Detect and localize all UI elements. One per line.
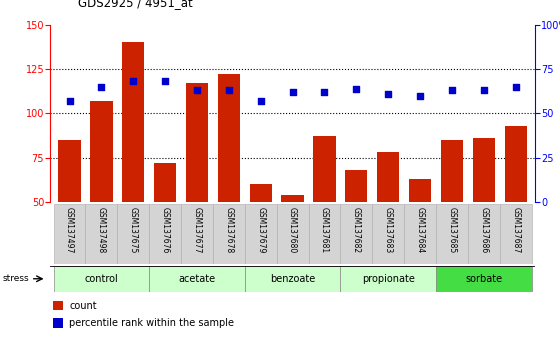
Point [479, 87, 488, 93]
Bar [345, 170, 367, 202]
Bar [245, 266, 340, 292]
Bar [218, 74, 240, 202]
Bar [313, 136, 335, 202]
Text: count: count [69, 301, 97, 310]
Bar [250, 184, 272, 202]
Bar [340, 266, 436, 292]
Text: GSM137678: GSM137678 [225, 206, 234, 253]
Point [511, 84, 520, 90]
Text: GSM137681: GSM137681 [320, 206, 329, 253]
Text: GSM137677: GSM137677 [193, 206, 202, 253]
Text: propionate: propionate [362, 274, 414, 284]
Bar [58, 140, 81, 202]
Point [193, 87, 202, 93]
Bar [277, 204, 309, 264]
Text: GSM137682: GSM137682 [352, 206, 361, 253]
Bar [53, 301, 63, 310]
Point [416, 93, 424, 98]
Text: GSM137686: GSM137686 [479, 206, 488, 253]
Text: GSM137497: GSM137497 [65, 206, 74, 253]
Bar [54, 266, 149, 292]
Bar [245, 204, 277, 264]
Bar [404, 204, 436, 264]
Bar [436, 204, 468, 264]
Point [161, 79, 170, 84]
Text: GSM137685: GSM137685 [447, 206, 456, 253]
Bar [86, 204, 118, 264]
Bar [122, 42, 144, 202]
Bar [505, 126, 527, 202]
Bar [372, 204, 404, 264]
Bar [473, 138, 495, 202]
Text: acetate: acetate [179, 274, 216, 284]
Bar [54, 204, 86, 264]
Text: GSM137684: GSM137684 [416, 206, 424, 253]
Bar [377, 152, 399, 202]
Bar [213, 204, 245, 264]
Text: stress: stress [3, 274, 30, 283]
Text: sorbate: sorbate [465, 274, 502, 284]
Text: benzoate: benzoate [270, 274, 315, 284]
Point [65, 98, 74, 104]
Bar [500, 204, 531, 264]
Text: GSM137679: GSM137679 [256, 206, 265, 253]
Text: GSM137498: GSM137498 [97, 206, 106, 253]
Bar [468, 204, 500, 264]
Bar [149, 266, 245, 292]
Point [256, 98, 265, 104]
Point [288, 89, 297, 95]
Bar [149, 204, 181, 264]
Text: GDS2925 / 4951_at: GDS2925 / 4951_at [78, 0, 193, 9]
Point [384, 91, 393, 97]
Text: percentile rank within the sample: percentile rank within the sample [69, 318, 234, 328]
Bar [118, 204, 149, 264]
Bar [309, 204, 340, 264]
Bar [282, 195, 304, 202]
Bar [441, 140, 463, 202]
Text: GSM137687: GSM137687 [511, 206, 520, 253]
Point [320, 89, 329, 95]
Bar [409, 179, 431, 202]
Bar [154, 163, 176, 202]
Bar [90, 101, 113, 202]
Point [225, 87, 234, 93]
Text: GSM137680: GSM137680 [288, 206, 297, 253]
Text: control: control [85, 274, 118, 284]
Text: GSM137676: GSM137676 [161, 206, 170, 253]
Bar [53, 318, 63, 328]
Point [447, 87, 456, 93]
Point [97, 84, 106, 90]
Text: GSM137675: GSM137675 [129, 206, 138, 253]
Point [352, 86, 361, 91]
Text: GSM137683: GSM137683 [384, 206, 393, 253]
Bar [436, 266, 531, 292]
Point [129, 79, 138, 84]
Bar [186, 83, 208, 202]
Bar [340, 204, 372, 264]
Bar [181, 204, 213, 264]
